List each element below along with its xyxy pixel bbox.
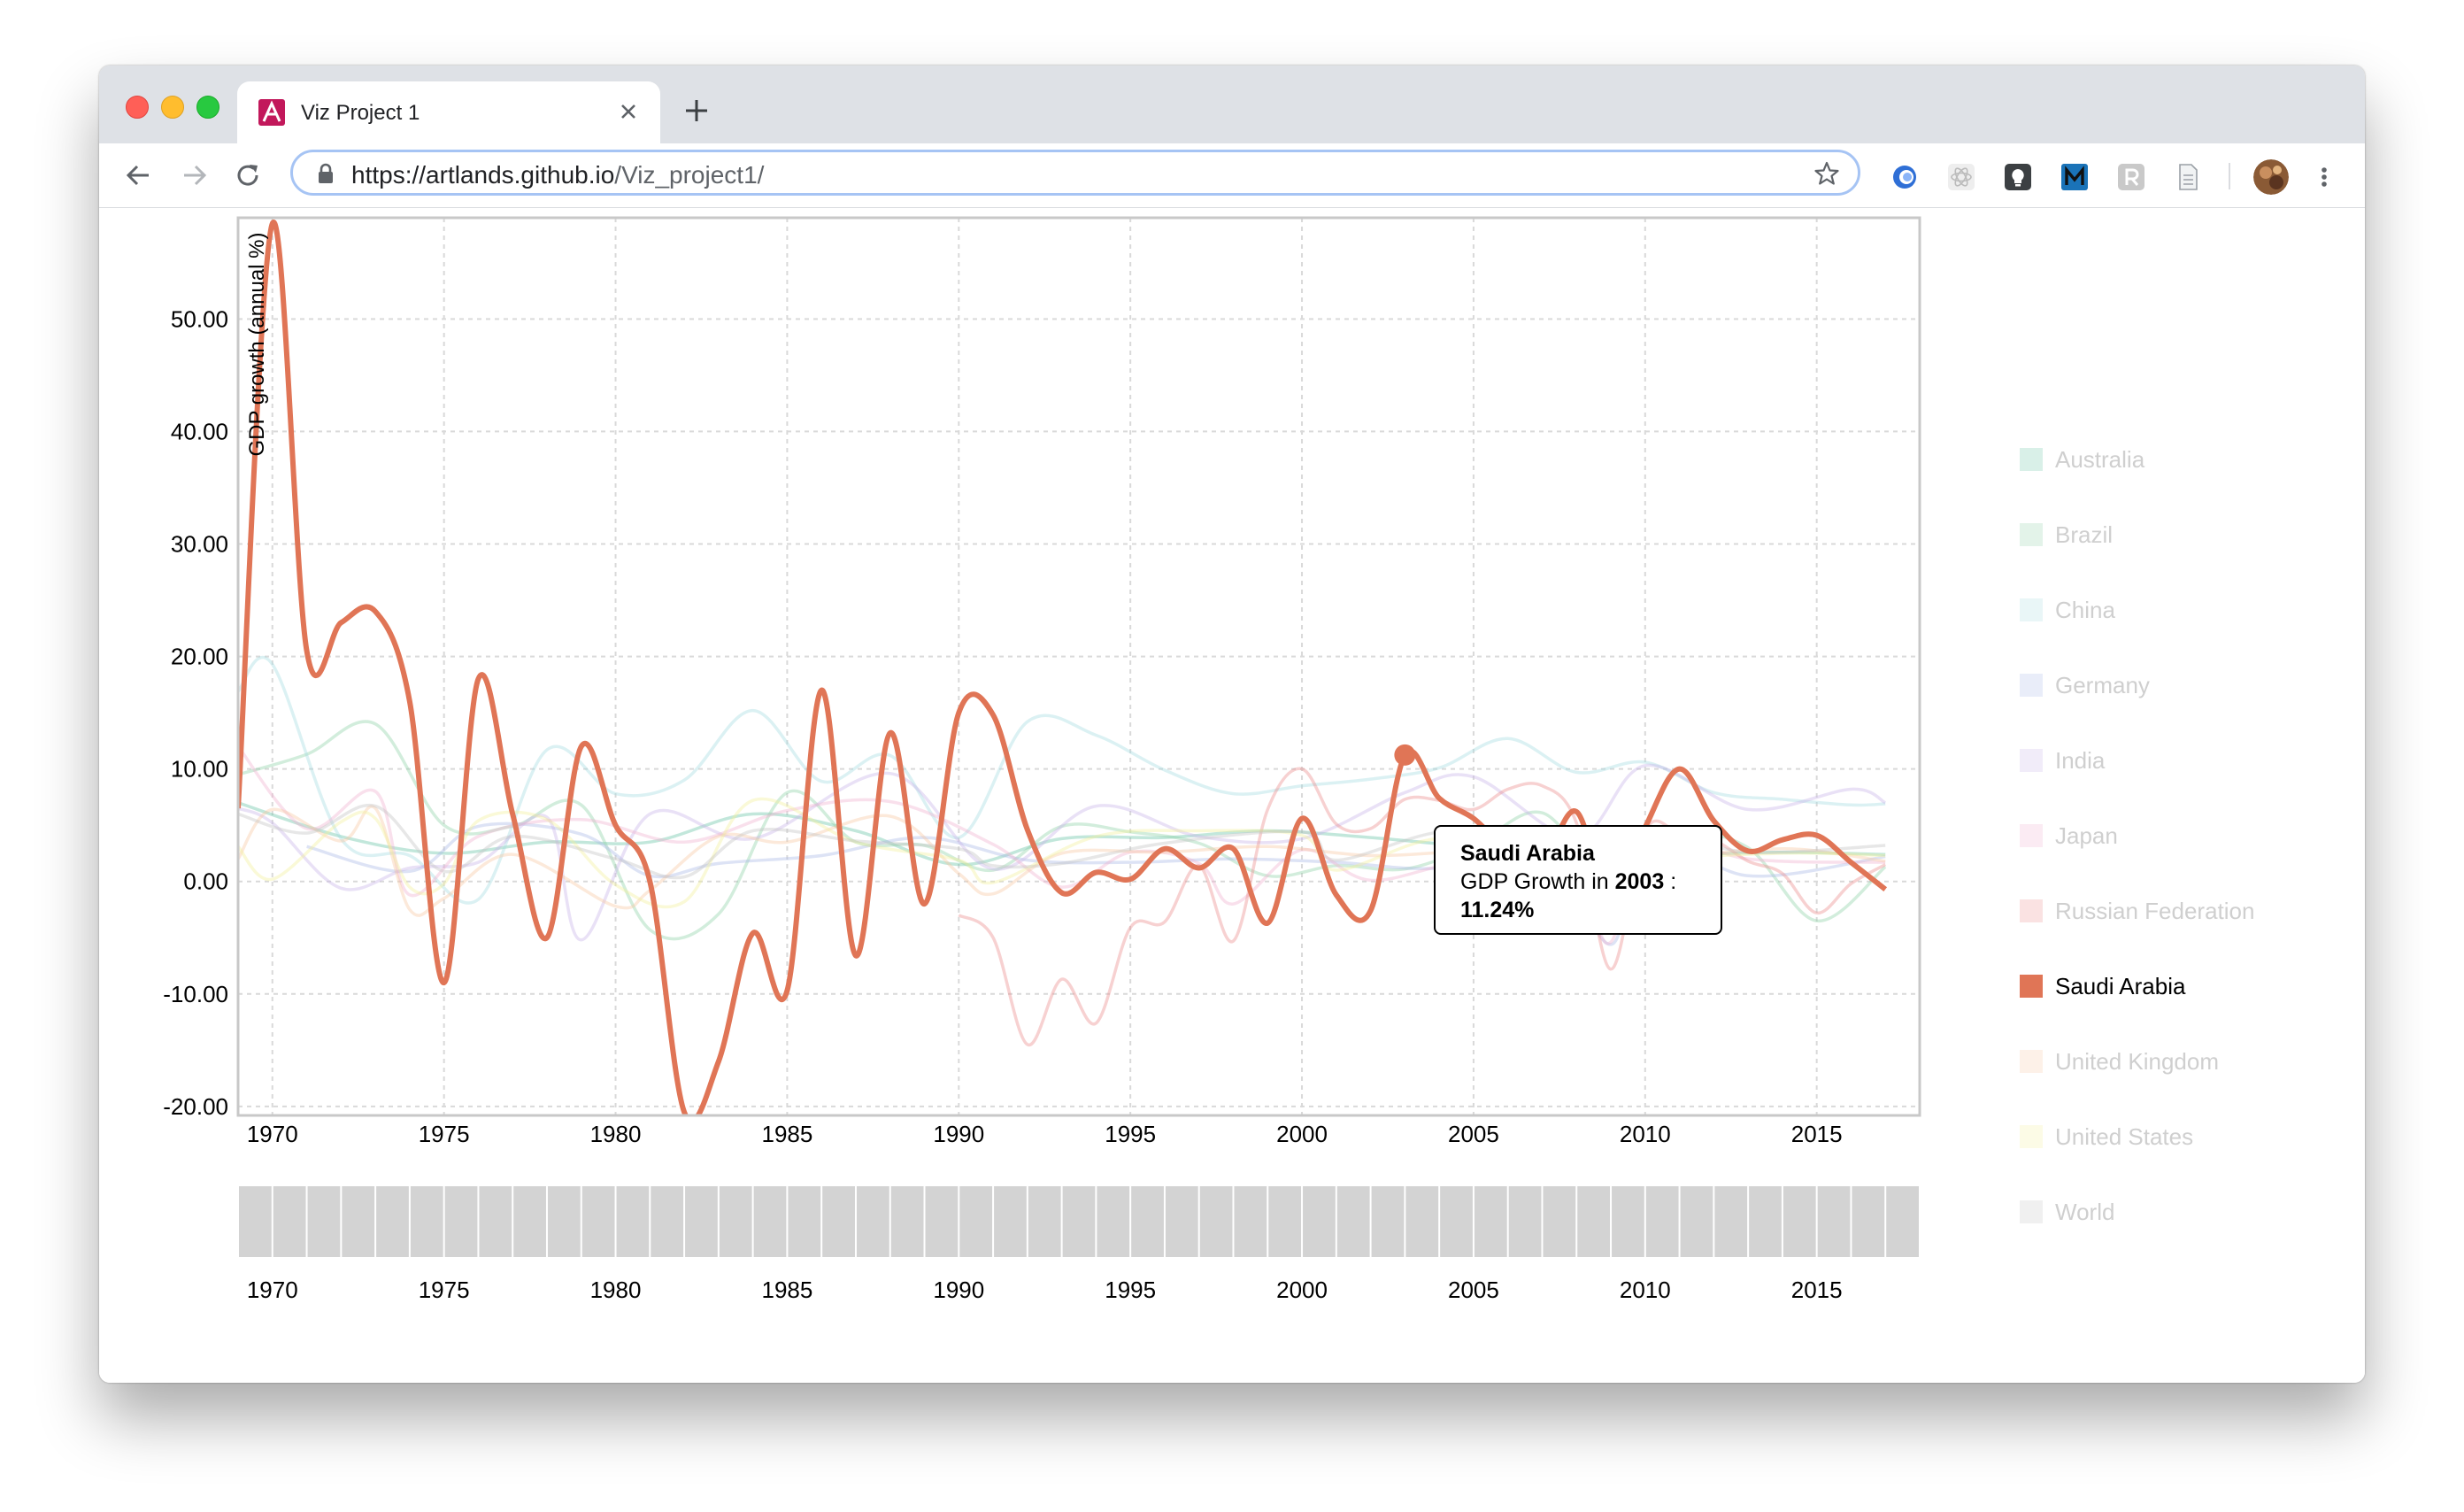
x-tick-label: 1975 <box>419 1121 470 1147</box>
legend-label: Australia <box>2055 446 2145 473</box>
y-axis-ticks: 50.00 40.00 30.00 20.00 10.00 0.00 -10.00 -20.0… <box>163 305 228 1119</box>
bookmark-star-icon[interactable] <box>1813 160 1840 187</box>
y-tick-label: -10.00 <box>163 981 228 1007</box>
series-line-china <box>238 655 1886 905</box>
url-text: https://artlands.github.io/Viz_project1/ <box>351 161 764 189</box>
reload-icon[interactable] <box>234 161 262 189</box>
legend-label: Brazil <box>2055 521 2114 548</box>
data-tooltip: Saudi Arabia GDP Growth in 2003 : 11.24% <box>1434 825 1722 935</box>
brush-tick-label: 1995 <box>1105 1277 1156 1303</box>
legend-label: United States <box>2055 1123 2194 1150</box>
close-tab-icon[interactable] <box>616 99 641 124</box>
legend-label: China <box>2055 597 2115 623</box>
page-content: 50.00 40.00 30.00 20.00 10.00 0.00 -10.00 -20.0… <box>99 208 2365 1383</box>
lock-icon <box>319 163 333 183</box>
legend-swatch <box>2020 899 2043 922</box>
legend-label: Russian Federation <box>2055 898 2255 924</box>
tooltip-value: 11.24% <box>1460 898 1535 922</box>
new-tab-icon[interactable] <box>683 97 710 124</box>
legend-swatch <box>2020 975 2043 998</box>
legend-swatch <box>2020 1050 2043 1073</box>
legend-label: India <box>2055 747 2106 774</box>
x-tick-label: 2000 <box>1276 1121 1328 1147</box>
x-tick-label: 1970 <box>247 1121 298 1147</box>
legend-label: Saudi Arabia <box>2055 973 2186 999</box>
legend-label: World <box>2055 1199 2115 1225</box>
tooltip-country: Saudi Arabia <box>1460 841 1595 866</box>
legend-swatch <box>2020 523 2043 546</box>
brush-track[interactable] <box>238 1186 1920 1257</box>
y-axis-label: GDP growth (annual %) <box>245 232 269 456</box>
time-brush[interactable] <box>237 1186 1921 1257</box>
browser-toolbar: https://artlands.github.io/Viz_project1/ <box>99 143 2365 208</box>
brush-tick-label: 2000 <box>1276 1277 1328 1303</box>
x-tick-label: 1980 <box>590 1121 642 1147</box>
close-window-button[interactable] <box>126 96 149 119</box>
brush-tick-label: 1975 <box>419 1277 470 1303</box>
brush-tick-label: 2015 <box>1791 1277 1843 1303</box>
y-tick-label: 0.00 <box>183 868 228 895</box>
legend-swatch <box>2020 749 2043 772</box>
grid-lines <box>238 218 1920 1115</box>
brush-tick-label: 1980 <box>590 1277 642 1303</box>
y-tick-label: -20.00 <box>163 1093 228 1120</box>
extension-react-icon[interactable] <box>1947 163 1975 191</box>
legend-swatch <box>2020 448 2043 471</box>
forward-arrow-icon[interactable] <box>181 161 209 189</box>
toolbar-separator <box>2229 163 2230 189</box>
series-line-saudi-arabia[interactable] <box>238 220 1888 1122</box>
tab-strip: Viz Project 1 <box>99 66 2365 143</box>
more-menu-icon[interactable] <box>2315 163 2333 191</box>
minimize-window-button[interactable] <box>161 96 184 119</box>
legend-swatch <box>2020 598 2043 621</box>
x-tick-label: 1990 <box>933 1121 984 1147</box>
tooltip-prefix: GDP Growth in <box>1460 869 1609 894</box>
y-tick-label: 40.00 <box>171 418 228 444</box>
highlighted-series <box>238 220 1888 1122</box>
extension-r-icon[interactable] <box>2117 163 2145 191</box>
y-tick-label: 10.00 <box>171 756 228 783</box>
x-tick-label: 2005 <box>1448 1121 1499 1147</box>
tooltip-year: 2003 <box>1614 869 1665 894</box>
highlighted-data-point[interactable] <box>1394 744 1416 766</box>
back-arrow-icon[interactable] <box>124 161 152 189</box>
browser-window: Viz Project 1 https://artlands.github.io… <box>99 66 2365 1383</box>
maximize-window-button[interactable] <box>196 96 219 119</box>
brush-axis-ticks: 1970 1975 1980 1985 1990 1995 2000 2005 2010 2015 <box>247 1277 1843 1303</box>
y-tick-label: 50.00 <box>171 305 228 332</box>
brush-tick-label: 1970 <box>247 1277 298 1303</box>
legend-label: Germany <box>2055 672 2150 698</box>
x-axis-ticks: 1970 1975 1980 1985 1990 1995 2000 2005 2010 2015 <box>247 1121 1843 1147</box>
plot-frame <box>236 216 1921 1117</box>
url-path: /Viz_project1/ <box>614 161 765 189</box>
y-tick-label: 20.00 <box>171 644 228 670</box>
legend-swatch <box>2020 1125 2043 1148</box>
y-tick-label: 30.00 <box>171 530 228 557</box>
x-tick-label: 1985 <box>761 1121 812 1147</box>
x-tick-label: 1995 <box>1105 1121 1156 1147</box>
extension-document-icon[interactable] <box>2174 163 2202 191</box>
tab-title: Viz Project 1 <box>301 101 420 125</box>
profile-avatar[interactable] <box>2253 159 2289 195</box>
extension-lightbulb-icon[interactable] <box>2004 163 2032 191</box>
extension-m-icon[interactable] <box>2060 163 2089 191</box>
tooltip-separator: : <box>1670 869 1677 894</box>
site-favicon-icon <box>258 99 285 126</box>
brush-tick-label: 2005 <box>1448 1277 1499 1303</box>
browser-tab[interactable]: Viz Project 1 <box>237 81 660 143</box>
x-tick-label: 2015 <box>1791 1121 1843 1147</box>
legend-swatch <box>2020 674 2043 697</box>
legend-swatch <box>2020 1200 2043 1223</box>
brush-tick-label: 1990 <box>933 1277 984 1303</box>
series-line-india <box>238 763 1887 942</box>
legend-label: Japan <box>2055 822 2118 849</box>
url-host: https://artlands.github.io <box>351 161 615 189</box>
address-bar[interactable]: https://artlands.github.io/Viz_project1/ <box>290 150 1860 196</box>
brush-tick-label: 2010 <box>1620 1277 1671 1303</box>
legend-label: United Kingdom <box>2055 1048 2219 1075</box>
extension-sync-icon[interactable] <box>1890 163 1919 191</box>
x-tick-label: 2010 <box>1620 1121 1671 1147</box>
legend-swatch <box>2020 824 2043 847</box>
brush-tick-label: 1985 <box>761 1277 812 1303</box>
